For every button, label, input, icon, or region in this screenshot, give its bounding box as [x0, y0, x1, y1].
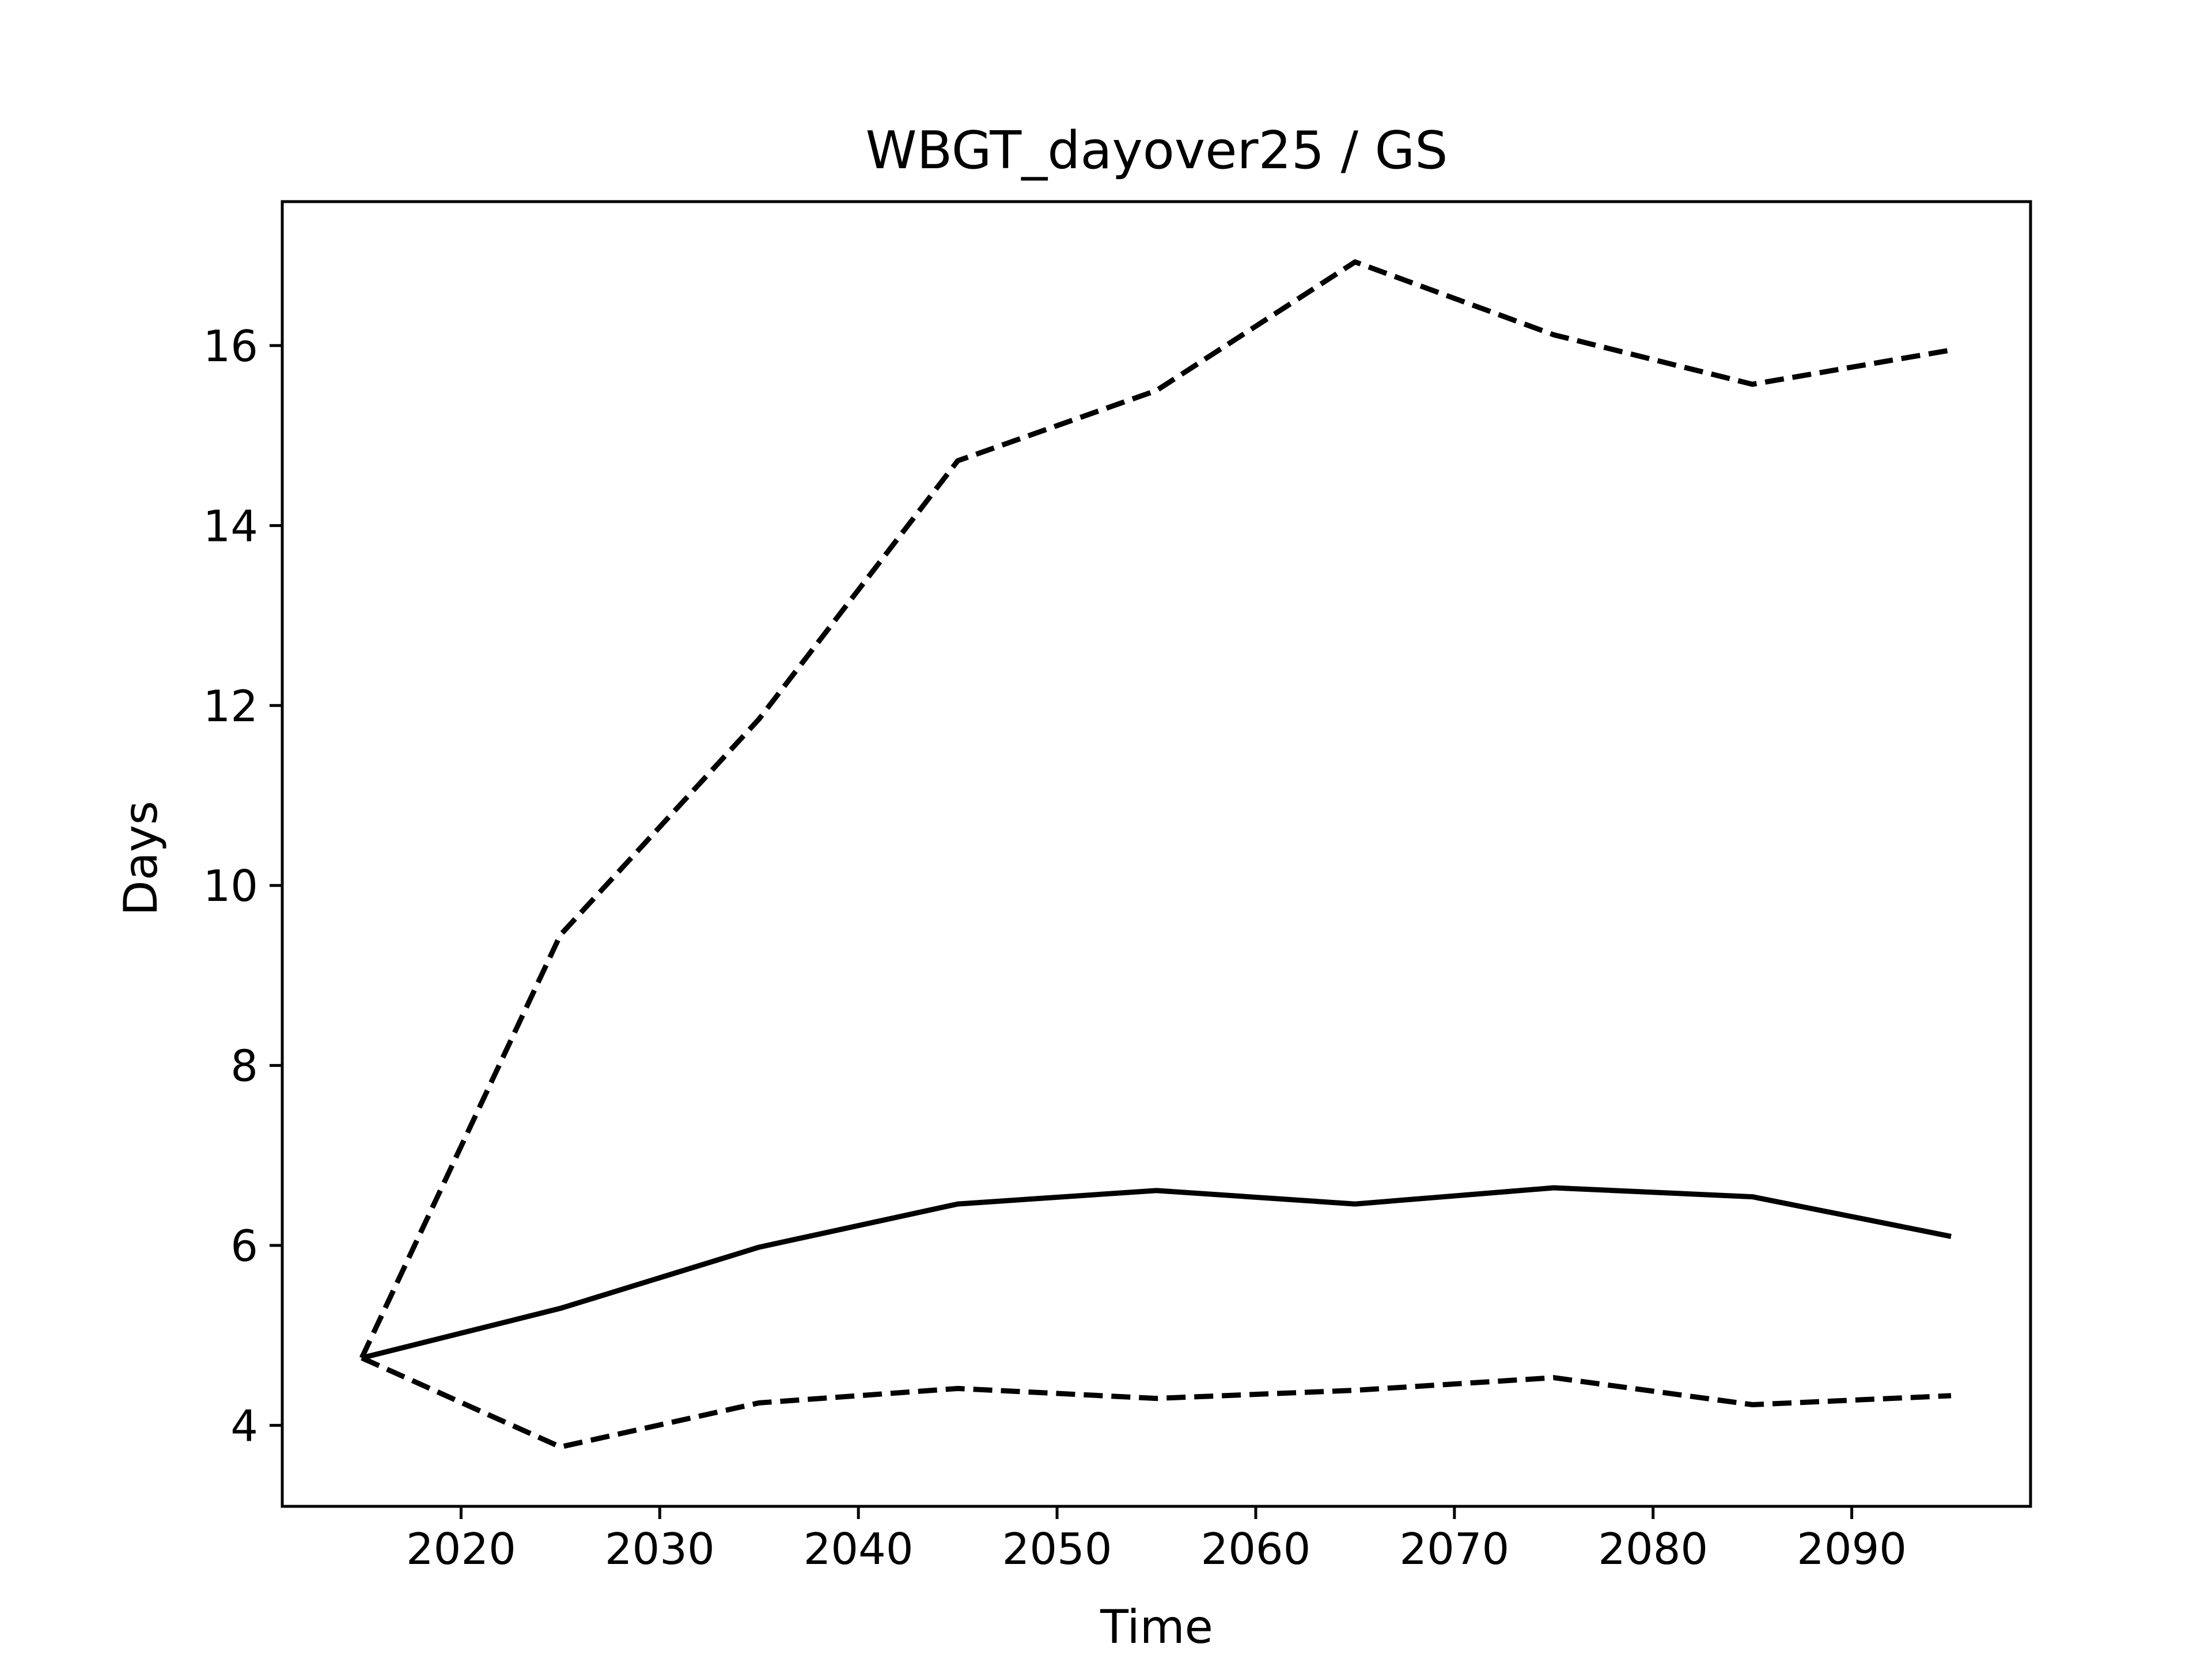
x-tick-label: 2080 — [1598, 1524, 1708, 1574]
y-tick-label: 6 — [230, 1221, 258, 1271]
x-tick-label: 2050 — [1002, 1524, 1112, 1574]
x-tick-label: 2060 — [1201, 1524, 1311, 1574]
x-tick-label: 2070 — [1399, 1524, 1509, 1574]
chart-title: WBGT_dayover25 / GS — [866, 120, 1448, 181]
x-tick-label: 2020 — [406, 1524, 516, 1574]
x-tick-label: 2030 — [605, 1524, 715, 1574]
plot-frame — [281, 200, 2032, 1508]
y-tick-label: 4 — [230, 1400, 258, 1451]
dashed-series-line — [361, 1355, 1952, 1450]
dashed-series-line — [359, 259, 1952, 1359]
y-tick-label: 14 — [203, 501, 258, 551]
x-tick-label: 2040 — [804, 1524, 914, 1574]
y-tick-label: 16 — [203, 321, 258, 372]
y-tick-label: 10 — [203, 861, 258, 911]
solid-series-line — [361, 1185, 1952, 1361]
plot-area: 2020 2030 2040 2050 2060 2070 2080 2090 4 6 8 10 12 1… — [203, 259, 1952, 1574]
y-tick-label: 8 — [230, 1041, 258, 1092]
y-tick-label: 12 — [203, 681, 258, 732]
y-axis-label: Days — [114, 801, 168, 916]
x-tick-label: 2090 — [1797, 1524, 1907, 1574]
x-axis-label: Time — [1100, 1600, 1213, 1654]
